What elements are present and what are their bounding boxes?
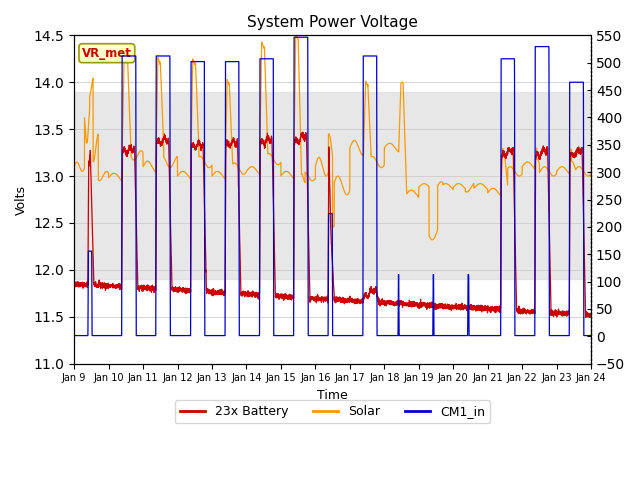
Legend: 23x Battery, Solar, CM1_in: 23x Battery, Solar, CM1_in [175,400,490,423]
Title: System Power Voltage: System Power Voltage [247,15,418,30]
X-axis label: Time: Time [317,389,348,402]
Bar [74,92,591,279]
Y-axis label: Volts: Volts [15,184,28,215]
Text: VR_met: VR_met [82,47,132,60]
